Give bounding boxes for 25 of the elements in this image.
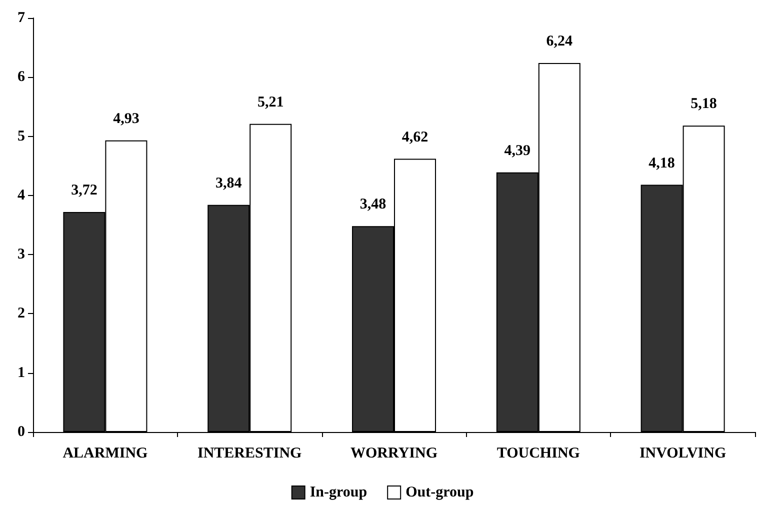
data-label: 3,48 <box>360 196 386 213</box>
data-label: 3,84 <box>215 175 242 192</box>
y-tick-label: 0 <box>18 424 25 440</box>
data-label: 5,21 <box>257 94 284 110</box>
y-tick-label: 1 <box>18 364 25 381</box>
data-label: 4,93 <box>113 110 140 127</box>
data-label: 6,24 <box>546 33 574 50</box>
x-tick-label: TOUCHING <box>496 446 580 462</box>
data-label: 4,18 <box>648 155 675 172</box>
data-label: 5,18 <box>690 96 717 112</box>
x-tick-label: INTERESTING <box>198 446 302 462</box>
y-tick-label: 7 <box>18 10 26 26</box>
legend-label: In-group <box>310 484 368 500</box>
data-label: 4,39 <box>504 142 531 159</box>
y-tick-label: 6 <box>18 69 26 86</box>
data-label: 3,72 <box>71 182 98 198</box>
y-tick-label: 4 <box>18 187 26 204</box>
y-tick-label: 5 <box>18 128 25 144</box>
y-tick-label: 3 <box>18 246 25 263</box>
legend-label: Out-group <box>406 484 474 500</box>
x-tick-label: INVOLVING <box>639 446 726 462</box>
x-tick-label: WORRYING <box>350 446 438 462</box>
y-tick-label: 2 <box>18 306 25 322</box>
data-label: 4,62 <box>402 129 428 146</box>
x-tick-label: ALARMING <box>62 446 148 462</box>
